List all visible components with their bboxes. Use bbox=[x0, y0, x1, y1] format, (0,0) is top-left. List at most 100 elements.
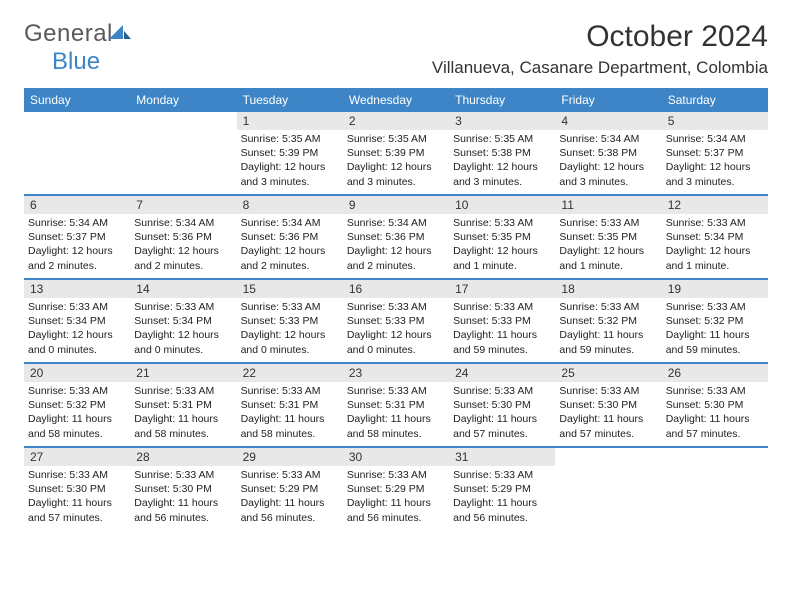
sunrise-text: Sunrise: 5:33 AM bbox=[134, 468, 232, 482]
day-cell: 18Sunrise: 5:33 AMSunset: 5:32 PMDayligh… bbox=[555, 280, 661, 362]
daylight-text: Daylight: 12 hours and 2 minutes. bbox=[241, 244, 339, 272]
sunrise-text: Sunrise: 5:34 AM bbox=[28, 216, 126, 230]
day-content: Sunrise: 5:35 AMSunset: 5:39 PMDaylight:… bbox=[343, 130, 449, 191]
day-content: Sunrise: 5:33 AMSunset: 5:32 PMDaylight:… bbox=[555, 298, 661, 359]
week-row: 1Sunrise: 5:35 AMSunset: 5:39 PMDaylight… bbox=[24, 112, 768, 194]
week-row: 6Sunrise: 5:34 AMSunset: 5:37 PMDaylight… bbox=[24, 194, 768, 278]
page-title: October 2024 bbox=[432, 20, 768, 54]
sunrise-text: Sunrise: 5:35 AM bbox=[453, 132, 551, 146]
logo-word2: Blue bbox=[52, 48, 100, 75]
day-content: Sunrise: 5:33 AMSunset: 5:34 PMDaylight:… bbox=[130, 298, 236, 359]
sunrise-text: Sunrise: 5:33 AM bbox=[241, 468, 339, 482]
day-number: 15 bbox=[237, 280, 343, 298]
day-number: 29 bbox=[237, 448, 343, 466]
day-cell: 19Sunrise: 5:33 AMSunset: 5:32 PMDayligh… bbox=[662, 280, 768, 362]
daylight-text: Daylight: 11 hours and 59 minutes. bbox=[559, 328, 657, 356]
sunrise-text: Sunrise: 5:33 AM bbox=[241, 384, 339, 398]
sunset-text: Sunset: 5:31 PM bbox=[347, 398, 445, 412]
day-content: Sunrise: 5:34 AMSunset: 5:37 PMDaylight:… bbox=[24, 214, 130, 275]
weekday-header: Thursday bbox=[449, 88, 555, 112]
day-content: Sunrise: 5:33 AMSunset: 5:34 PMDaylight:… bbox=[662, 214, 768, 275]
daylight-text: Daylight: 11 hours and 58 minutes. bbox=[28, 412, 126, 440]
sunrise-text: Sunrise: 5:33 AM bbox=[666, 300, 764, 314]
sunset-text: Sunset: 5:36 PM bbox=[134, 230, 232, 244]
day-cell: 7 Sunrise: 5:34 AMSunset: 5:36 PMDaylight… bbox=[130, 196, 236, 278]
daylight-text: Daylight: 12 hours and 3 minutes. bbox=[453, 160, 551, 188]
day-number: 8 bbox=[237, 196, 343, 214]
sunrise-text: Sunrise: 5:33 AM bbox=[241, 300, 339, 314]
daylight-text: Daylight: 12 hours and 1 minute. bbox=[453, 244, 551, 272]
daylight-text: Daylight: 12 hours and 3 minutes. bbox=[347, 160, 445, 188]
sunrise-text: Sunrise: 5:34 AM bbox=[134, 216, 232, 230]
day-cell: 22Sunrise: 5:33 AMSunset: 5:31 PMDayligh… bbox=[237, 364, 343, 446]
day-cell: 4Sunrise: 5:34 AMSunset: 5:38 PMDaylight… bbox=[555, 112, 661, 194]
day-cell: 31Sunrise: 5:33 AMSunset: 5:29 PMDayligh… bbox=[449, 448, 555, 530]
sunset-text: Sunset: 5:31 PM bbox=[241, 398, 339, 412]
daylight-text: Daylight: 11 hours and 59 minutes. bbox=[453, 328, 551, 356]
day-cell: 27Sunrise: 5:33 AMSunset: 5:30 PMDayligh… bbox=[24, 448, 130, 530]
day-content: Sunrise: 5:33 AMSunset: 5:30 PMDaylight:… bbox=[555, 382, 661, 443]
sunset-text: Sunset: 5:35 PM bbox=[453, 230, 551, 244]
week-row: 20Sunrise: 5:33 AMSunset: 5:32 PMDayligh… bbox=[24, 362, 768, 446]
empty-day-cell bbox=[555, 448, 661, 530]
weekday-header: Sunday bbox=[24, 88, 130, 112]
daylight-text: Daylight: 12 hours and 2 minutes. bbox=[134, 244, 232, 272]
daylight-text: Daylight: 11 hours and 57 minutes. bbox=[559, 412, 657, 440]
sunset-text: Sunset: 5:37 PM bbox=[666, 146, 764, 160]
sunrise-text: Sunrise: 5:35 AM bbox=[241, 132, 339, 146]
sunset-text: Sunset: 5:39 PM bbox=[347, 146, 445, 160]
header: General Blue October 2024 Villanueva, Ca… bbox=[24, 20, 768, 78]
sunset-text: Sunset: 5:34 PM bbox=[666, 230, 764, 244]
day-number: 9 bbox=[343, 196, 449, 214]
daylight-text: Daylight: 11 hours and 59 minutes. bbox=[666, 328, 764, 356]
empty-day-cell bbox=[662, 448, 768, 530]
day-cell: 10Sunrise: 5:33 AMSunset: 5:35 PMDayligh… bbox=[449, 196, 555, 278]
sunset-text: Sunset: 5:34 PM bbox=[28, 314, 126, 328]
day-content: Sunrise: 5:33 AMSunset: 5:35 PMDaylight:… bbox=[555, 214, 661, 275]
sunset-text: Sunset: 5:35 PM bbox=[559, 230, 657, 244]
day-number: 25 bbox=[555, 364, 661, 382]
day-number: 7 bbox=[130, 196, 236, 214]
sunrise-text: Sunrise: 5:33 AM bbox=[347, 384, 445, 398]
sunset-text: Sunset: 5:33 PM bbox=[453, 314, 551, 328]
day-content: Sunrise: 5:33 AMSunset: 5:33 PMDaylight:… bbox=[449, 298, 555, 359]
day-content: Sunrise: 5:33 AMSunset: 5:31 PMDaylight:… bbox=[130, 382, 236, 443]
sunset-text: Sunset: 5:39 PM bbox=[241, 146, 339, 160]
sunrise-text: Sunrise: 5:33 AM bbox=[559, 300, 657, 314]
daylight-text: Daylight: 12 hours and 1 minute. bbox=[559, 244, 657, 272]
day-number: 13 bbox=[24, 280, 130, 298]
daylight-text: Daylight: 12 hours and 1 minute. bbox=[666, 244, 764, 272]
daylight-text: Daylight: 12 hours and 0 minutes. bbox=[134, 328, 232, 356]
sunrise-text: Sunrise: 5:34 AM bbox=[666, 132, 764, 146]
sunset-text: Sunset: 5:36 PM bbox=[347, 230, 445, 244]
day-cell: 30Sunrise: 5:33 AMSunset: 5:29 PMDayligh… bbox=[343, 448, 449, 530]
day-number: 27 bbox=[24, 448, 130, 466]
calendar: Sunday Monday Tuesday Wednesday Thursday… bbox=[24, 88, 768, 530]
sunrise-text: Sunrise: 5:34 AM bbox=[241, 216, 339, 230]
sunset-text: Sunset: 5:30 PM bbox=[559, 398, 657, 412]
weekday-header: Saturday bbox=[662, 88, 768, 112]
weekday-header: Monday bbox=[130, 88, 236, 112]
weekday-header: Friday bbox=[555, 88, 661, 112]
sunset-text: Sunset: 5:33 PM bbox=[347, 314, 445, 328]
day-cell: 9Sunrise: 5:34 AMSunset: 5:36 PMDaylight… bbox=[343, 196, 449, 278]
day-number: 21 bbox=[130, 364, 236, 382]
day-number: 10 bbox=[449, 196, 555, 214]
daylight-text: Daylight: 12 hours and 2 minutes. bbox=[28, 244, 126, 272]
weekday-header-row: Sunday Monday Tuesday Wednesday Thursday… bbox=[24, 88, 768, 112]
day-number: 5 bbox=[662, 112, 768, 130]
daylight-text: Daylight: 12 hours and 0 minutes. bbox=[241, 328, 339, 356]
sunset-text: Sunset: 5:33 PM bbox=[241, 314, 339, 328]
day-content: Sunrise: 5:35 AMSunset: 5:39 PMDaylight:… bbox=[237, 130, 343, 191]
logo-sail-icon bbox=[109, 25, 131, 46]
day-cell: 21Sunrise: 5:33 AMSunset: 5:31 PMDayligh… bbox=[130, 364, 236, 446]
sunset-text: Sunset: 5:38 PM bbox=[453, 146, 551, 160]
sunrise-text: Sunrise: 5:33 AM bbox=[134, 300, 232, 314]
day-cell: 5Sunrise: 5:34 AMSunset: 5:37 PMDaylight… bbox=[662, 112, 768, 194]
day-number: 24 bbox=[449, 364, 555, 382]
day-cell: 29Sunrise: 5:33 AMSunset: 5:29 PMDayligh… bbox=[237, 448, 343, 530]
day-cell: 13Sunrise: 5:33 AMSunset: 5:34 PMDayligh… bbox=[24, 280, 130, 362]
daylight-text: Daylight: 12 hours and 0 minutes. bbox=[28, 328, 126, 356]
title-block: October 2024 Villanueva, Casanare Depart… bbox=[432, 20, 768, 78]
day-number: 19 bbox=[662, 280, 768, 298]
